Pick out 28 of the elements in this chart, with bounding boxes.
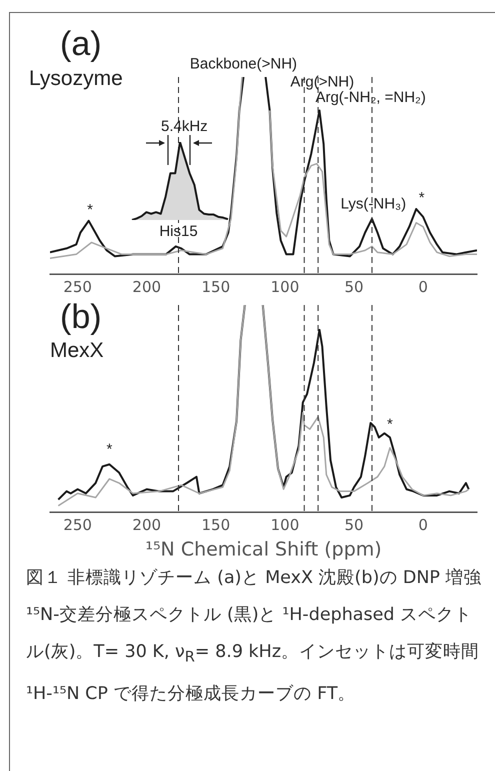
annotation: Arg(>NH): [290, 73, 354, 90]
annotation: His15: [159, 223, 198, 240]
annotation: *: [106, 440, 112, 458]
x-axis-title: ¹⁵N Chemical Shift (ppm): [145, 538, 382, 561]
x-tick-label: 0: [418, 516, 428, 534]
chart-title: (a): [60, 25, 102, 63]
annotation: 5.4kHz: [161, 118, 208, 135]
chart-subtitle: Lysozyme: [29, 67, 123, 90]
x-tick-label: 200: [132, 516, 162, 534]
chart-title: (b): [60, 298, 102, 336]
annotation: *: [387, 416, 394, 434]
x-tick-label: 50: [344, 516, 364, 534]
text: 図１ 非標識リゾチーム (a)と MexX 沈殿(b)の DNP 増強 ¹⁵N-交差分極スペクトル (黒)と ¹H-dephased スペクトル(灰)。T= 30 K, ν$_{R}$= 8.9 kHz。インセットは可変時間 ¹H-¹⁵N CP で得た分極成長カーブの FT。: [26, 568, 482, 704]
annotation: Lys(-NH₃): [340, 196, 406, 213]
x-tick-label: 150: [202, 278, 230, 296]
x-tick-label: 250: [63, 516, 92, 534]
annotation: Arg(-NH₂, =NH₂): [315, 89, 426, 106]
annotation: *: [87, 201, 94, 218]
x-tick-label: 250: [63, 278, 92, 296]
annotation: *: [418, 190, 425, 207]
annotation: Backbone(>NH): [190, 56, 298, 73]
x-tick-label: 0: [418, 278, 428, 296]
x-tick-label: 50: [344, 278, 364, 296]
x-tick-label: 100: [270, 516, 300, 534]
text: MexX: [50, 339, 104, 362]
x-tick-label: 150: [202, 516, 230, 534]
x-tick-label: 100: [270, 278, 300, 296]
x-tick-label: 200: [132, 278, 162, 296]
